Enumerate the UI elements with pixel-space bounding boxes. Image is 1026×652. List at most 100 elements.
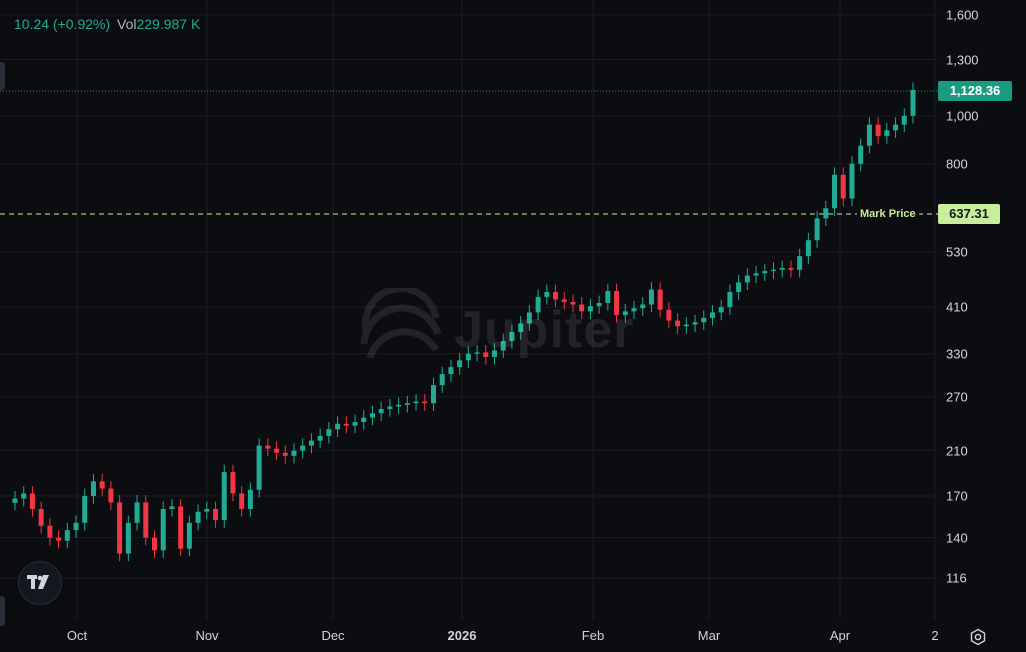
candle-body (387, 406, 393, 410)
candle-body (823, 208, 829, 219)
candle-body (718, 307, 724, 313)
candle-body (90, 481, 96, 496)
tradingview-logo-icon[interactable] (18, 561, 62, 605)
candle-body (666, 309, 672, 321)
candle-body (596, 302, 602, 307)
candle-body (125, 522, 131, 554)
candle-body (849, 163, 855, 199)
candle-body (239, 493, 245, 510)
candle-body (108, 488, 114, 503)
candle-body (282, 452, 288, 456)
candle-body (553, 291, 559, 300)
candle-body (151, 537, 157, 551)
candle-body (256, 445, 262, 490)
gear-icon[interactable] (969, 628, 987, 646)
candle-body (509, 332, 515, 342)
candle-body (21, 493, 27, 499)
candle-body (308, 440, 314, 446)
candle-body (465, 353, 471, 361)
candle-body (134, 502, 140, 523)
y-tick-label: 270 (946, 389, 968, 405)
y-tick-label: 800 (946, 156, 968, 172)
candle-body (779, 268, 785, 270)
y-tick-label: 1,600 (946, 7, 979, 23)
candle-body (797, 256, 803, 270)
candle-body (526, 312, 532, 324)
volume-label: Vol (117, 16, 137, 32)
candle-body (788, 268, 794, 270)
candle-body (430, 385, 436, 404)
y-tick-label: 210 (946, 443, 968, 459)
candle-body (753, 273, 759, 276)
y-tick-label: 170 (946, 488, 968, 504)
candle-body (901, 115, 907, 125)
candle-body (683, 324, 689, 327)
candles-layer (12, 82, 916, 562)
candle-body (343, 423, 349, 426)
candle-body (875, 124, 881, 137)
candle-body (396, 404, 402, 407)
candle-body (910, 89, 916, 116)
candle-body (544, 291, 550, 297)
candle-body (840, 174, 846, 199)
candle-body (500, 341, 506, 351)
candle-body (221, 472, 227, 521)
candle-body (169, 506, 175, 510)
candle-body (213, 509, 219, 521)
candle-body (99, 481, 105, 489)
candle-body (204, 509, 210, 512)
candle-body (570, 301, 576, 305)
x-tick-label: Feb (581, 628, 605, 643)
candle-body (73, 522, 79, 531)
candle-body (448, 367, 454, 375)
candle-body (866, 124, 872, 146)
mark-price-tag: 637.31 (938, 204, 1000, 224)
candle-body (12, 498, 18, 503)
candle-body (178, 506, 184, 549)
y-tick-label: 530 (946, 244, 968, 260)
candle-body (186, 522, 192, 549)
candle-body (518, 323, 524, 333)
y-tick-label: 140 (946, 530, 968, 546)
candle-body (335, 423, 341, 430)
candle-body (692, 322, 698, 325)
y-tick-label: 410 (946, 299, 968, 315)
mark-price-label: Mark Price (857, 206, 919, 222)
candle-body (47, 525, 53, 538)
candle-body (413, 401, 419, 404)
candle-body (38, 509, 44, 526)
candle-body (317, 435, 323, 441)
candle-body (56, 537, 62, 541)
candle-body (143, 502, 149, 538)
candle-body (814, 218, 820, 241)
candle-body (744, 275, 750, 283)
candle-body (614, 291, 620, 316)
candle-body (29, 493, 35, 510)
candle-body (361, 417, 367, 423)
x-tick-label: Nov (195, 628, 219, 643)
candle-body (605, 291, 611, 303)
x-tick-label: Mar (697, 628, 721, 643)
left-panel-tab[interactable] (0, 62, 5, 90)
candle-body (230, 472, 236, 494)
candle-body (117, 502, 123, 554)
candle-body (648, 289, 654, 305)
candle-body (265, 445, 271, 449)
y-tick-label: 116 (946, 570, 967, 586)
left-panel-tab-bottom[interactable] (0, 596, 5, 626)
candle-body (675, 320, 681, 327)
candle-body (82, 495, 88, 523)
candle-body (326, 429, 332, 436)
candle-body (483, 352, 489, 357)
candle-body (422, 401, 428, 404)
candle-body (404, 403, 410, 405)
y-tick-label: 1,300 (946, 52, 979, 68)
candle-body (832, 174, 838, 209)
candle-body (300, 445, 306, 451)
candle-body (474, 352, 480, 354)
candle-body (736, 282, 742, 292)
candle-body (858, 145, 864, 164)
candle-body (535, 296, 541, 313)
candle-body (771, 269, 777, 272)
